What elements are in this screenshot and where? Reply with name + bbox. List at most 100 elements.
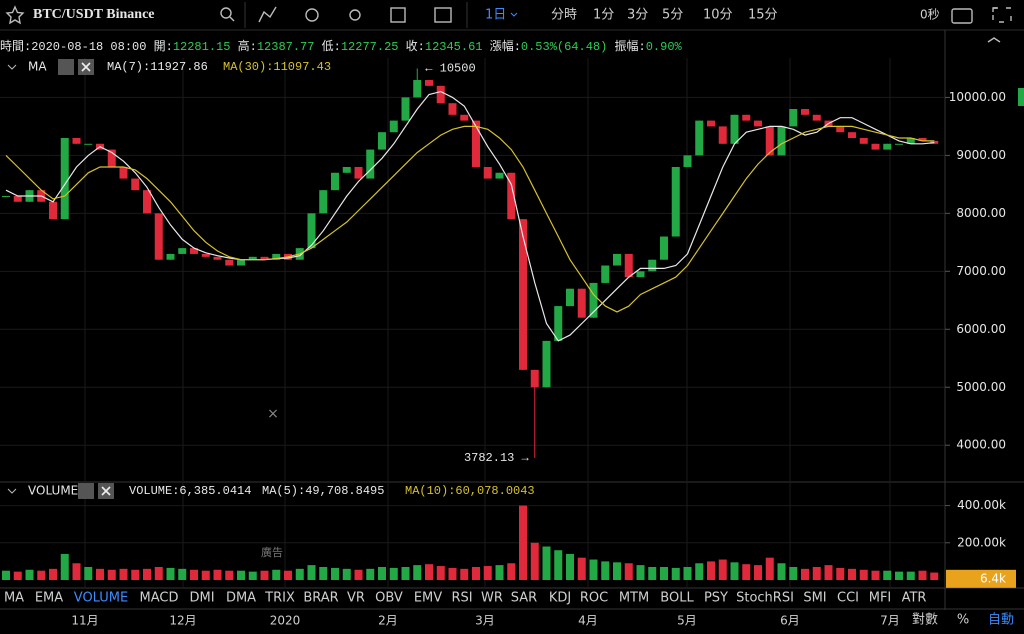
extreme-label: 3782.13 →: [464, 451, 530, 465]
indicator-tab[interactable]: WR: [481, 591, 503, 606]
legend-title: VOLUME: [28, 484, 78, 498]
interval[interactable]: 5分: [662, 8, 683, 23]
volume-bar: [143, 568, 151, 580]
info-gap: [607, 40, 614, 54]
legend-settings-icon[interactable]: [78, 483, 94, 499]
indicator-tab[interactable]: CCI: [837, 591, 859, 606]
volume-bar: [413, 565, 422, 580]
indicator-tab[interactable]: VR: [347, 591, 365, 606]
close-overlay[interactable]: ×: [267, 406, 279, 422]
interval[interactable]: 1日: [485, 8, 506, 23]
candle-body: [495, 172, 504, 179]
info-label: 開:: [154, 39, 173, 54]
volume-bar: [472, 566, 480, 580]
layout-icon[interactable]: [390, 7, 406, 23]
indicator-tab[interactable]: BRAR: [303, 591, 338, 606]
volume-bar: [918, 570, 927, 580]
interval[interactable]: 15分: [748, 8, 778, 23]
volume-bar: [483, 566, 492, 580]
collapse-icon[interactable]: [987, 37, 1001, 43]
indicator-tab[interactable]: BOLL: [660, 591, 694, 606]
volume-bar: [60, 553, 69, 580]
volume-bar: [284, 570, 292, 580]
indicator-tab[interactable]: MA: [4, 591, 24, 606]
info-label: 漲幅:: [490, 38, 521, 54]
interval[interactable]: 1分: [593, 8, 614, 23]
snapshot-icon[interactable]: [951, 8, 973, 24]
candle-body: [225, 259, 234, 266]
settings-icon[interactable]: [305, 8, 319, 22]
indicator-tab[interactable]: ROC: [580, 591, 608, 606]
indicator-tab[interactable]: RSI: [451, 591, 472, 606]
volume-bar: [801, 568, 809, 580]
extreme-label: ← 10500: [425, 62, 475, 76]
indicator-tab[interactable]: OBV: [375, 591, 403, 606]
axis-mode[interactable]: 對數: [912, 613, 938, 628]
volume-bar: [660, 566, 668, 580]
fullscreen-icon-frame[interactable]: [992, 7, 1012, 23]
legend-entry: MA(7):11927.86: [107, 60, 208, 74]
candle-body: [707, 120, 715, 127]
indicator-tab[interactable]: EMV: [414, 591, 442, 606]
volume-bar: [577, 557, 586, 580]
indicator-tab[interactable]: PSY: [704, 591, 728, 606]
legend-settings-icon[interactable]: [58, 59, 74, 75]
moving-average-line: [5, 125, 935, 313]
indicator-tab[interactable]: KDJ: [549, 591, 571, 606]
axis-mode[interactable]: 自動: [988, 613, 1014, 628]
candle-body: [272, 253, 281, 260]
candle-body: [319, 190, 328, 214]
indicator-tab[interactable]: MTM: [619, 591, 649, 606]
theme-icon[interactable]: [349, 9, 361, 21]
volume-bar: [695, 563, 704, 580]
volume-bar: [636, 565, 645, 580]
info-value: 2020-08-18 08:00: [31, 40, 146, 54]
indicator-tab[interactable]: SAR: [511, 591, 537, 606]
search-icon[interactable]: [220, 7, 232, 19]
volume-bar: [225, 570, 234, 580]
candle-body: [648, 259, 657, 272]
candle-body: [354, 166, 363, 179]
indicator-tab[interactable]: EMA: [35, 591, 63, 606]
legend-toggle[interactable]: [7, 488, 17, 494]
info-value: 12277.25: [341, 40, 399, 54]
info-label: 時間:: [0, 39, 31, 54]
candle-body: [2, 195, 10, 197]
interval[interactable]: 分時: [551, 8, 577, 23]
indicator-tab[interactable]: SMI: [803, 591, 826, 606]
indicator-tab[interactable]: ATR: [902, 591, 927, 606]
legend-toggle[interactable]: [7, 64, 17, 70]
interval[interactable]: 10分: [703, 8, 733, 23]
info-gap: [314, 40, 321, 54]
indicator-tab[interactable]: DMI: [189, 591, 214, 606]
candle-body: [483, 166, 492, 179]
y-tick-label: 10000.00: [949, 90, 1006, 104]
indicator-tab[interactable]: MACD: [140, 591, 179, 606]
candle-body: [201, 253, 210, 257]
volume-bar: [366, 568, 375, 580]
candle-body: [577, 288, 586, 318]
favorite-icon[interactable]: [5, 5, 25, 25]
chart-icon[interactable]: [434, 7, 452, 23]
indicator-tab[interactable]: VOLUME: [74, 591, 128, 606]
indicator-tab[interactable]: DMA: [226, 591, 256, 606]
candle-body: [49, 201, 57, 220]
volume-bar: [213, 569, 222, 580]
volume-bar: [248, 571, 257, 580]
info-label: 高:: [238, 38, 257, 54]
candle-body: [718, 126, 727, 144]
volume-bar: [448, 567, 457, 580]
y-tick-label: 7000.00: [956, 264, 1006, 278]
axis-mode[interactable]: %: [957, 613, 969, 628]
symbol[interactable]: BTC/USDT Binance: [33, 7, 155, 22]
legend-entry: MA(5):49,708.8495: [262, 484, 384, 498]
interval[interactable]: 3分: [627, 8, 648, 23]
indicator-tab[interactable]: StochRSI: [736, 591, 794, 606]
indicator-tab[interactable]: TRIX: [264, 591, 295, 606]
indicator-icon[interactable]: [258, 6, 277, 23]
volume-bar: [425, 564, 433, 580]
indicator-tab[interactable]: MFI: [869, 591, 892, 606]
volume-bar: [319, 566, 328, 580]
candle-body: [730, 114, 739, 144]
